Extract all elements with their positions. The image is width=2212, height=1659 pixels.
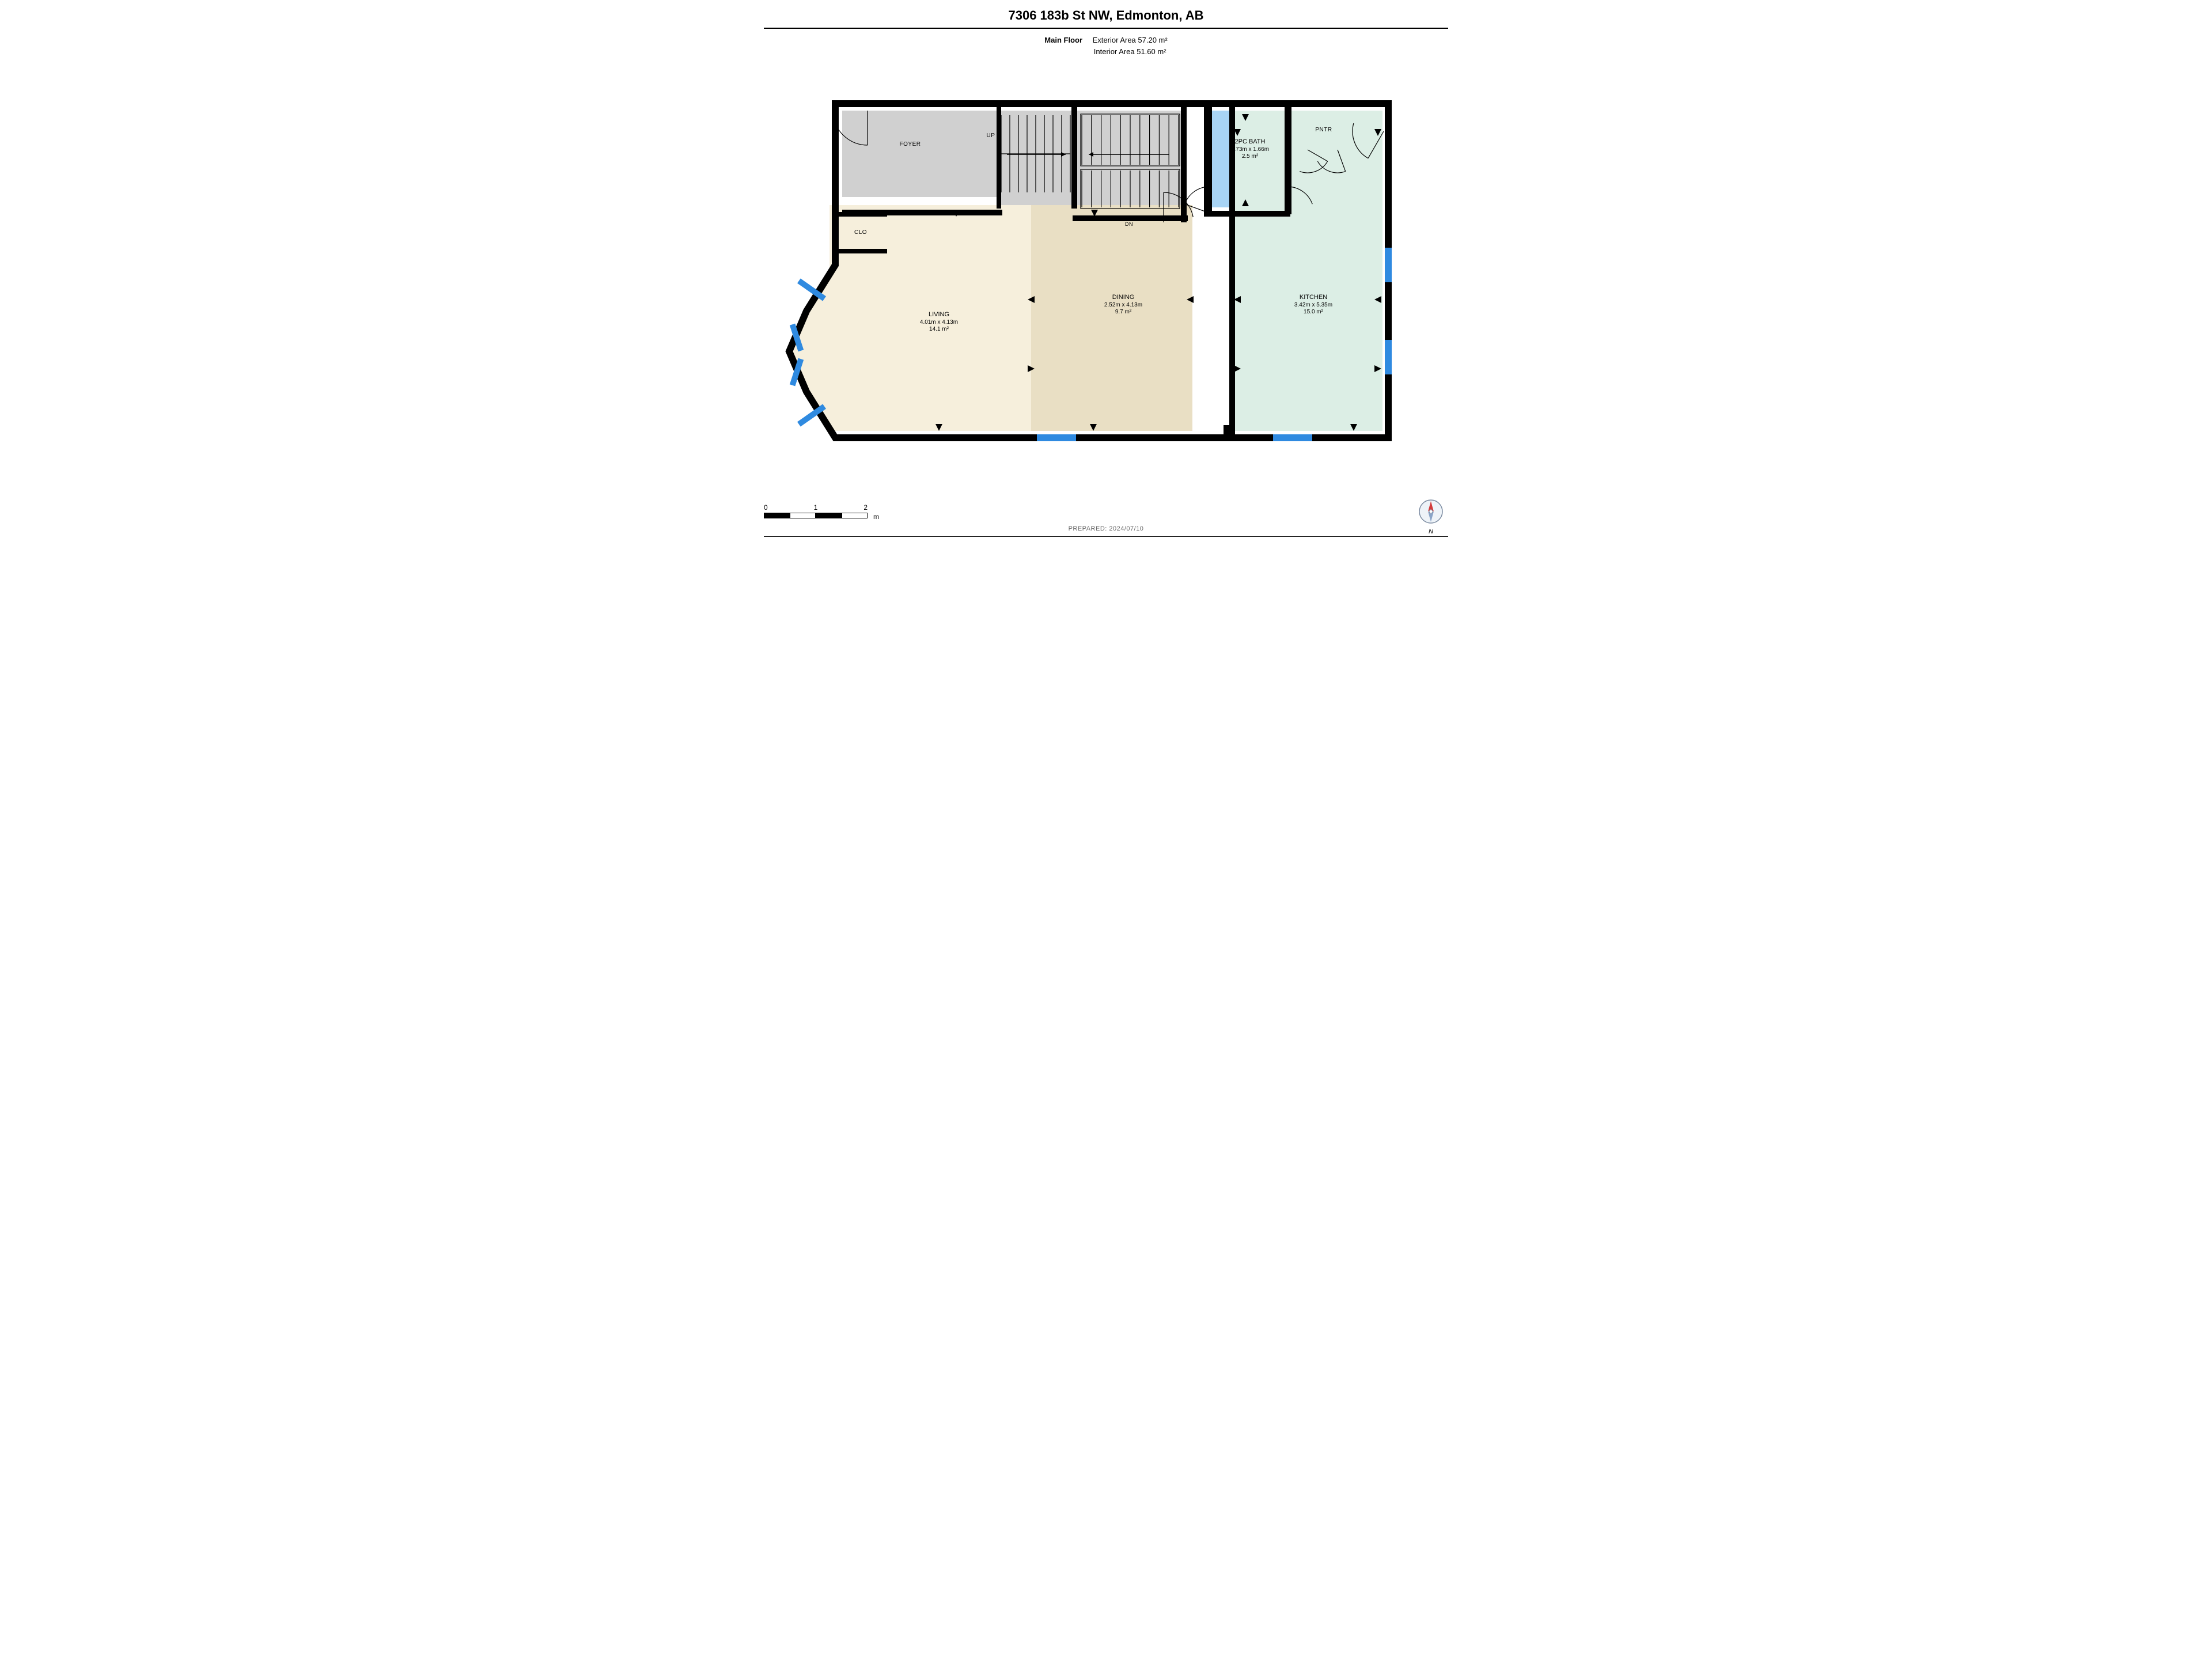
living-name: LIVING bbox=[904, 311, 974, 319]
kitchen-dims: 3.42m x 5.35m bbox=[1279, 302, 1348, 309]
label-kitchen: KITCHEN 3.42m x 5.35m 15.0 m² bbox=[1279, 294, 1348, 316]
bath-area: 2.5 m² bbox=[1221, 153, 1279, 161]
dining-dims: 2.52m x 4.13m bbox=[1089, 302, 1158, 309]
label-dining: DINING 2.52m x 4.13m 9.7 m² bbox=[1089, 294, 1158, 316]
scale-unit: m bbox=[873, 513, 879, 521]
scale-1: 1 bbox=[814, 503, 818, 512]
rule-top bbox=[764, 28, 1448, 29]
bath-name: 2PC BATH bbox=[1221, 138, 1279, 146]
scale-0: 0 bbox=[764, 503, 768, 512]
label-foyer: FOYER bbox=[893, 141, 927, 147]
meta-interior: Interior Area 51.60 m² bbox=[1094, 47, 1166, 56]
scale-2: 2 bbox=[863, 503, 868, 512]
living-area: 14.1 m² bbox=[904, 326, 974, 334]
living-dims: 4.01m x 4.13m bbox=[904, 319, 974, 327]
dining-area: 9.7 m² bbox=[1089, 309, 1158, 316]
label-up: UP bbox=[982, 132, 999, 139]
kitchen-area: 15.0 m² bbox=[1279, 309, 1348, 316]
label-pntr: PNTR bbox=[1312, 127, 1335, 133]
label-clo: CLO bbox=[849, 229, 872, 236]
floorplan-page: 7306 183b St NW, Edmonton, AB Main Floor… bbox=[737, 0, 1475, 553]
rule-bottom bbox=[764, 536, 1448, 537]
kitchen-name: KITCHEN bbox=[1279, 294, 1348, 302]
floor-meta: Main Floor Exterior Area 57.20 m² Main F… bbox=[737, 35, 1475, 57]
label-living: LIVING 4.01m x 4.13m 14.1 m² bbox=[904, 311, 974, 334]
meta-exterior: Exterior Area 57.20 m² bbox=[1093, 36, 1168, 44]
bath-dims: 1.73m x 1.66m bbox=[1221, 146, 1279, 154]
compass-icon: N bbox=[1418, 499, 1444, 530]
label-bath: 2PC BATH 1.73m x 1.66m 2.5 m² bbox=[1221, 138, 1279, 161]
compass-label: N bbox=[1418, 528, 1444, 535]
floorplan-canvas: FOYER UP DN CLO PNTR LIVING 4.01m x 4.13… bbox=[766, 69, 1400, 461]
label-dn: DN bbox=[1122, 221, 1136, 227]
floorplan-svg bbox=[766, 69, 1400, 461]
meta-floor-label: Main Floor bbox=[1044, 36, 1082, 44]
prepared-line: PREPARED: 2024/07/10 bbox=[737, 525, 1475, 532]
dining-name: DINING bbox=[1089, 294, 1158, 302]
page-title: 7306 183b St NW, Edmonton, AB bbox=[737, 8, 1475, 23]
